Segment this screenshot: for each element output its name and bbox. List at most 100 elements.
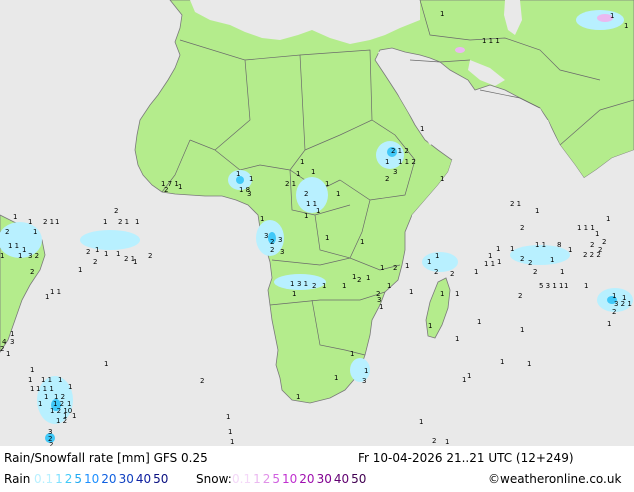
precip-value-label: 1: [427, 258, 431, 266]
precip-value-label: 1: [624, 22, 628, 30]
precip-value-label: 1: [292, 290, 296, 298]
precip-value-label: 1: [364, 367, 368, 375]
precip-value-label: 1: [467, 372, 471, 380]
precip-value-label: 3 1: [297, 280, 308, 288]
precip-value-label: 2: [5, 228, 9, 236]
precip-value-label: 1: [462, 376, 466, 384]
precip-value-label: 1: [584, 282, 588, 290]
precip-value-label: 2: [164, 186, 168, 194]
precip-value-label: 3: [278, 236, 282, 244]
precip-value-label: 1: [0, 252, 4, 260]
precip-value-label: 2: [533, 268, 537, 276]
precip-value-label: 1: [236, 170, 240, 178]
precip-value-label: 2: [434, 268, 438, 276]
credit-link[interactable]: ©weatheronline.co.uk: [488, 472, 622, 486]
precip-value-label: 2 1: [124, 255, 135, 263]
precip-value-label: 1: [527, 360, 531, 368]
precip-value-label: 2: [528, 259, 532, 267]
precip-value-label: 1: [116, 250, 120, 258]
precip-value-label: 1: [230, 438, 234, 446]
precip-value-label: 1: [595, 230, 599, 238]
africa-landmass: [134, 0, 634, 404]
precip-value-label: 2: [518, 292, 522, 300]
precip-value-label: 2: [450, 270, 454, 278]
rain-label: Rain: [4, 472, 31, 486]
precip-value-label: 1: [622, 294, 626, 302]
precip-value-label: 1: [387, 282, 391, 290]
footer-title-row: Rain/Snowfall rate [mm] GFS 0.25 Fr 10-0…: [0, 451, 634, 471]
precip-value-label: 5 3 1 1: [539, 282, 564, 290]
precip-value-label: 1: [30, 385, 34, 393]
precip-value-label: 1: [10, 330, 14, 338]
precip-value-label: 1: [38, 400, 42, 408]
precip-value-label: 1: [474, 268, 478, 276]
precip-value-label: 1: [296, 393, 300, 401]
precip-value-label: 1: [104, 360, 108, 368]
precip-value-label: 1: [249, 175, 253, 183]
precip-value-label: 1: [435, 252, 439, 260]
precip-value-label: 1: [455, 335, 459, 343]
precip-value-label: 2: [49, 441, 53, 446]
snow-scale: 0.1 1 2 5 10 20 30 40 50: [232, 472, 368, 486]
red-sea: [378, 50, 438, 145]
map-title: Rain/Snowfall rate [mm] GFS 0.25: [4, 451, 208, 465]
precip-value-label: 1: [45, 293, 49, 301]
precip-value-label: 1: [445, 438, 449, 446]
precip-value-label: 1: [325, 180, 329, 188]
precip-value-label: 1: [33, 228, 37, 236]
precip-value-label: 1: [405, 262, 409, 270]
precip-value-label: 1 1 2: [398, 158, 416, 166]
precip-value-label: 1: [103, 218, 107, 226]
precip-value-label: 1: [497, 258, 501, 266]
precip-value-label: 1: [336, 190, 340, 198]
precip-value-label: 1 1: [306, 200, 317, 208]
precip-value-label: 2: [86, 248, 90, 256]
precip-value-label: 1: [55, 218, 59, 226]
precip-value-label: 2: [304, 190, 308, 198]
precip-value-label: 1: [68, 383, 72, 391]
precip-value-label: 1: [550, 256, 554, 264]
precip-value-label: 1: [496, 245, 500, 253]
precip-value-label: 1: [560, 268, 564, 276]
precip-value-label: 3: [247, 190, 251, 198]
snow-patches: [455, 14, 613, 53]
precip-value-label: 3: [377, 296, 381, 304]
precip-value-label: 1: [385, 158, 389, 166]
precip-value-label: 1: [316, 207, 320, 215]
precip-value-label: 2 1: [118, 218, 129, 226]
precip-value-label: 1: [18, 252, 22, 260]
precip-value-label: 1: [409, 288, 413, 296]
precip-value-label: 2: [385, 175, 389, 183]
precip-value-label: 1 1 1: [36, 385, 54, 393]
precip-value-label: 1: [178, 183, 182, 191]
precip-value-label: 2 2 2: [583, 251, 601, 259]
precip-value-label: 1: [311, 168, 315, 176]
precip-value-label: 3: [48, 428, 52, 436]
precip-value-label: 1: [380, 264, 384, 272]
precip-value-label: 1: [300, 158, 304, 166]
snow-scale-value: 5: [272, 472, 281, 486]
precip-value-label: 2: [432, 437, 436, 445]
precip-value-label: 1: [78, 266, 82, 274]
precip-value-label: 1: [67, 400, 71, 408]
rain-scale-value: 10: [84, 472, 100, 486]
precip-value-label: 4: [2, 338, 7, 346]
rain-scale-value: 30: [118, 472, 134, 486]
precip-value-label: 1: [488, 252, 492, 260]
precip-value-label: 1: [63, 412, 67, 420]
precip-value-label: 1: [510, 245, 514, 253]
precip-value-label: 2: [602, 238, 606, 246]
snow-scale-value: 0.1: [232, 472, 252, 486]
precip-value-label: 1: [28, 218, 32, 226]
precip-value-label: 1: [44, 393, 48, 401]
precip-value-label: 3: [10, 338, 14, 346]
rain-scale-value: 0.1: [34, 472, 54, 486]
madagascar: [425, 277, 451, 339]
precip-value-label: 1: [304, 212, 308, 220]
precip-value-label: 1: [420, 125, 424, 133]
precip-value-label: 1: [500, 358, 504, 366]
country-borders: [161, 0, 634, 356]
precip-value-label: 1: [455, 290, 459, 298]
precip-value-label: 1: [260, 215, 264, 223]
